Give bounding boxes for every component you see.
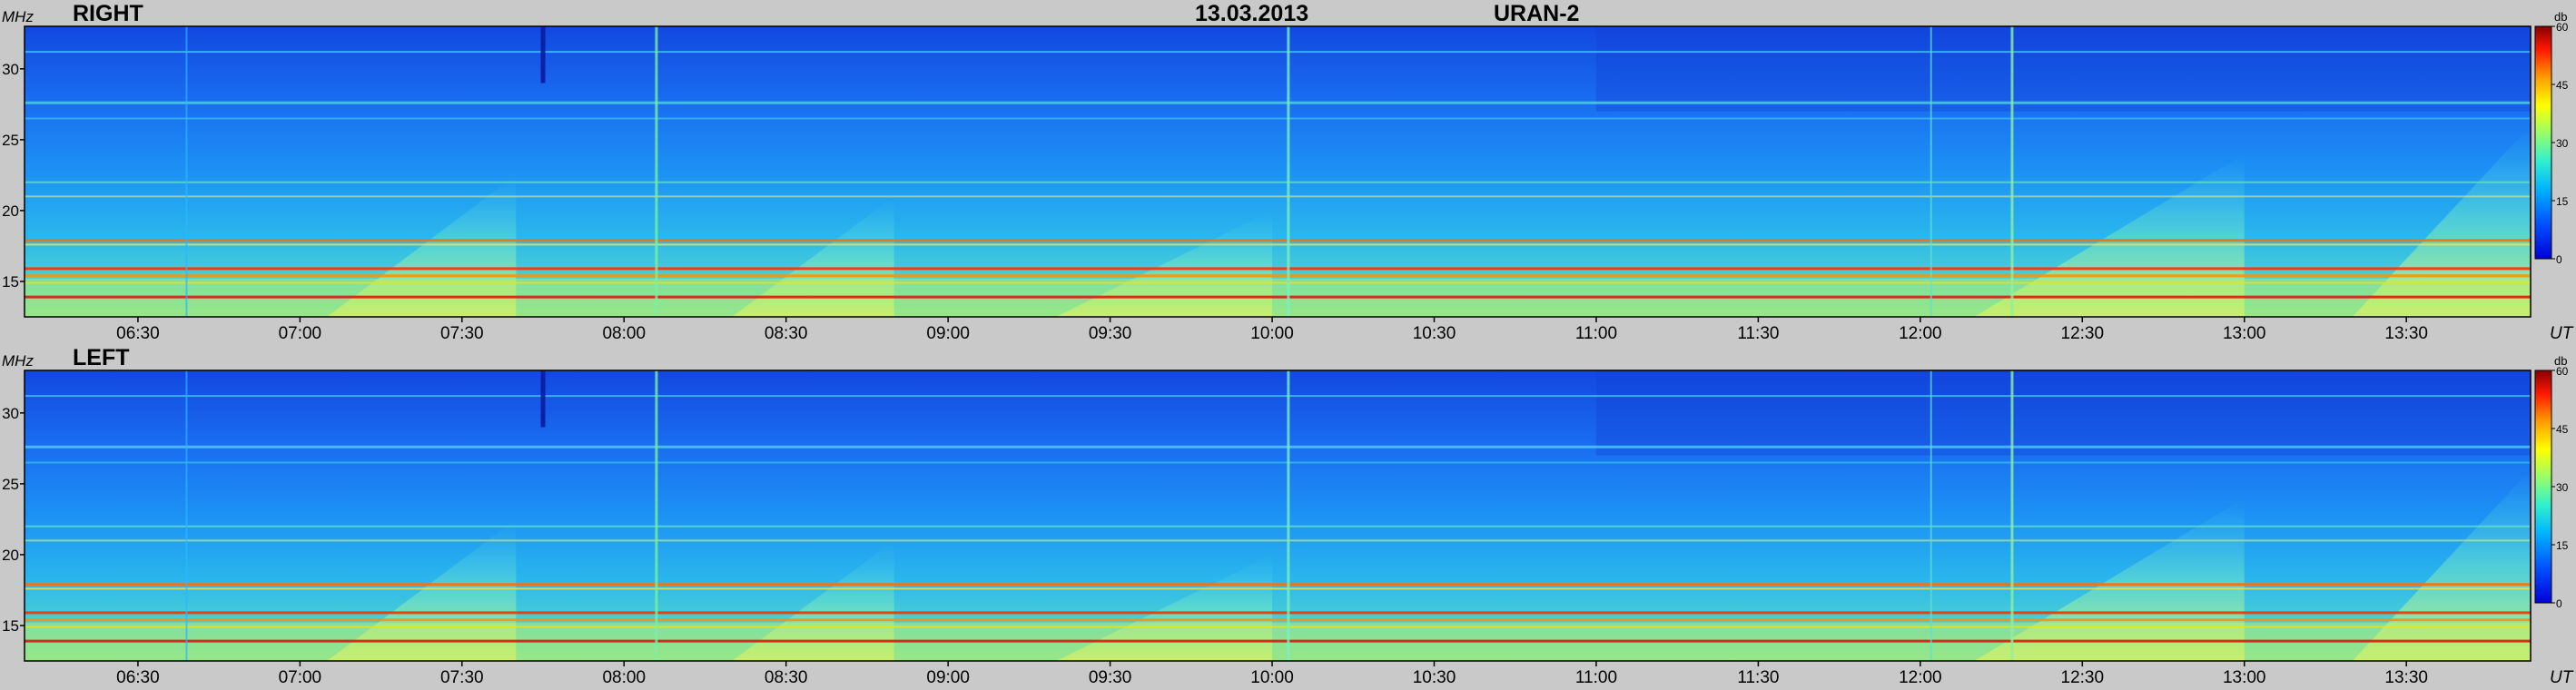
x-tick-label: 13:00 (2223, 668, 2266, 687)
y-tick-label: 20 (2, 547, 19, 564)
drift-feature (732, 196, 894, 317)
colorbar-tick-label: 30 (2556, 481, 2569, 494)
x-tick-label: 12:00 (1899, 668, 1942, 687)
x-tick-label: 06:30 (116, 324, 160, 343)
plot-frame (24, 370, 2532, 662)
drift-feature (1056, 554, 1273, 661)
x-tick-label: 09:30 (1089, 668, 1132, 687)
x-tick-label: 10:00 (1250, 324, 1294, 343)
drift-feature (1056, 210, 1273, 317)
y-tick-label: 25 (2, 476, 19, 493)
colorbar-tick-label: 15 (2556, 539, 2569, 552)
x-tick-label: 13:30 (2384, 324, 2428, 343)
x-tick-label: 11:30 (1737, 324, 1779, 343)
drift-feature (327, 174, 517, 317)
plot-frame (24, 25, 2532, 318)
instrument-label: URAN-2 (1494, 1, 1580, 26)
colorbar-label: db (2554, 354, 2567, 368)
x-tick-label: 13:00 (2223, 324, 2266, 343)
colorbar (2534, 25, 2552, 260)
colorbar-tick-label: 0 (2556, 597, 2562, 610)
colorbar-tick-label: 30 (2556, 137, 2569, 150)
colorbar (2534, 370, 2552, 604)
x-tick-label: 11:30 (1737, 668, 1779, 687)
drift-feature (327, 518, 517, 661)
x-tick-label: 07:30 (440, 668, 484, 687)
x-tick-label: 09:00 (926, 668, 970, 687)
colorbar-tick-label: 45 (2556, 423, 2569, 436)
colorbar-tick-label: 0 (2556, 253, 2562, 266)
x-tick-label: 09:30 (1089, 324, 1132, 343)
x-tick-label: 07:30 (440, 324, 484, 343)
y-axis-unit: MHz (2, 352, 34, 370)
x-tick-label: 12:00 (1899, 324, 1942, 343)
panel-title: RIGHT (73, 1, 143, 26)
x-tick-label: 07:00 (279, 324, 322, 343)
x-tick-label: 08:30 (765, 324, 808, 343)
x-tick-label: 06:30 (116, 668, 160, 687)
x-tick-label: 08:30 (765, 668, 808, 687)
x-tick-label: 08:00 (602, 324, 646, 343)
quiet-region (1595, 370, 2531, 456)
x-tick-label: 07:00 (279, 668, 322, 687)
panel-title: LEFT (73, 345, 130, 370)
drift-feature (732, 540, 894, 661)
x-tick-label: 13:30 (2384, 668, 2428, 687)
colorbar-tick-label: 60 (2556, 365, 2569, 378)
x-tick-label: 10:30 (1413, 324, 1456, 343)
y-axis-unit: MHz (2, 8, 34, 25)
x-axis-unit: UT (2550, 324, 2574, 343)
x-tick-label: 08:00 (602, 668, 646, 687)
y-tick-label: 30 (2, 61, 19, 78)
x-tick-label: 11:00 (1575, 324, 1617, 343)
colorbar-tick-label: 15 (2556, 195, 2569, 208)
y-tick-label: 25 (2, 132, 19, 149)
date-label: 13.03.2013 (1195, 1, 1309, 26)
colorbar-label: db (2554, 10, 2567, 24)
colorbar-tick-label: 60 (2556, 21, 2569, 34)
y-tick-label: 20 (2, 202, 19, 220)
x-tick-label: 11:00 (1575, 668, 1617, 687)
y-tick-label: 30 (2, 405, 19, 422)
quiet-region (1595, 26, 2531, 112)
colorbar-tick-label: 45 (2556, 79, 2569, 92)
x-tick-label: 12:30 (2061, 668, 2105, 687)
x-tick-label: 12:30 (2061, 324, 2105, 343)
x-tick-label: 10:30 (1413, 668, 1456, 687)
x-tick-label: 09:00 (926, 324, 970, 343)
y-tick-label: 15 (2, 273, 19, 291)
x-axis-unit: UT (2550, 668, 2574, 687)
x-tick-label: 10:00 (1250, 668, 1294, 687)
y-tick-label: 15 (2, 617, 19, 635)
